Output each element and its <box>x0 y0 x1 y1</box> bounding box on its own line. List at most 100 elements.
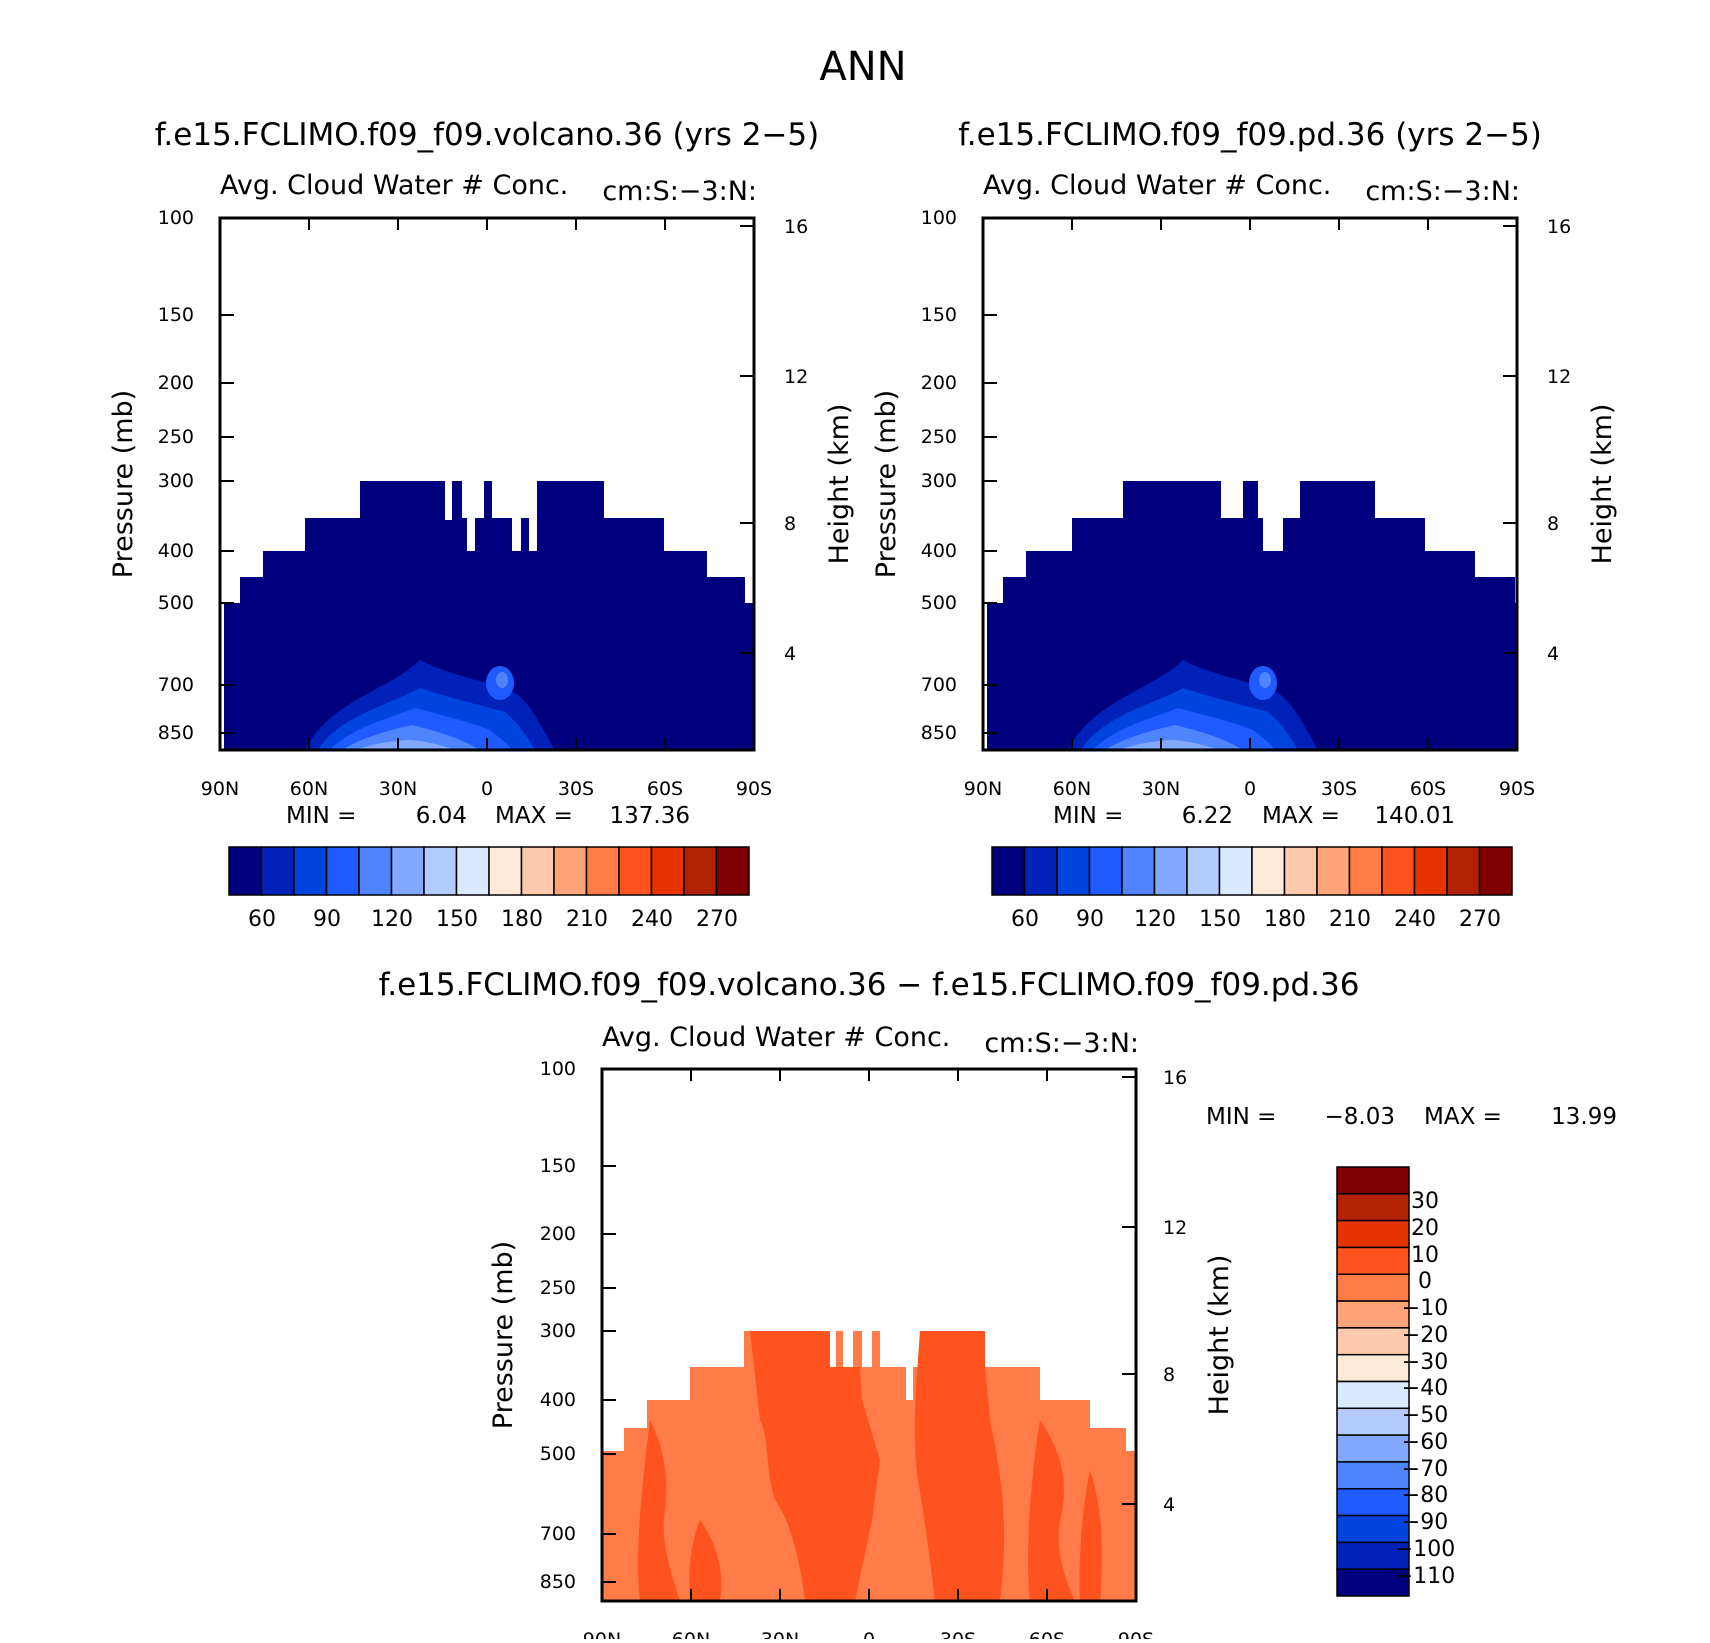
y-tick-label: 300 <box>540 1320 576 1342</box>
left-axis-labels: 100 150 200 250 300 400 500 700 850 <box>921 207 957 744</box>
height-tick-label: 4 <box>1547 643 1559 665</box>
cloud-level-180 <box>1105 725 1243 750</box>
y-tick-label: 300 <box>921 470 957 492</box>
colorbar-label: 150 <box>436 907 478 932</box>
colorbar-swatch <box>1251 846 1286 896</box>
y-tick-label: 100 <box>158 207 194 229</box>
colorbar-swatch <box>585 846 620 896</box>
colorbar-swatch <box>1336 1407 1410 1436</box>
panel-subtitle-left: Avg. Cloud Water # Conc. <box>220 170 568 201</box>
colorbar-label: 10 <box>1411 1243 1439 1268</box>
colorbar-swatch <box>1336 1514 1410 1544</box>
difference-band-10 <box>689 1520 722 1601</box>
colorbar-swatch <box>1336 1219 1410 1249</box>
colorbar-swatch <box>1336 1568 1410 1597</box>
colorbar-swatch <box>293 846 328 896</box>
panel-pd: f.e15.FCLIMO.f09_f09.pd.36 (yrs 2−5) Avg… <box>871 117 1618 932</box>
colorbar-label: 60 <box>1011 907 1039 932</box>
min-label: MIN = <box>1206 1104 1276 1130</box>
colorbar-swatch <box>553 846 588 896</box>
colorbar-swatch <box>1336 1193 1410 1222</box>
min-max-readout: MIN = −8.03 MAX = 13.99 <box>1206 1104 1617 1130</box>
colorbar-label: 210 <box>1329 907 1371 932</box>
colorbar-swatch <box>650 846 685 896</box>
max-label: MAX = <box>1262 803 1340 829</box>
y-axis-right-title: Height (km) <box>824 404 855 565</box>
colorbar-label: −90 <box>1402 1510 1448 1535</box>
cloud-level-210 <box>355 740 455 750</box>
colorbar-swatch <box>1413 846 1448 896</box>
colorbar-label: 270 <box>696 907 738 932</box>
colorbar-label: 120 <box>371 907 413 932</box>
x-tick-label: 30S <box>1321 778 1357 800</box>
colorbar-swatch <box>1186 846 1221 896</box>
colorbar-label: 240 <box>1394 907 1436 932</box>
colorbar-label: −50 <box>1402 1403 1448 1428</box>
y-tick-label: 500 <box>921 592 957 614</box>
colorbar-label: −70 <box>1402 1457 1448 1482</box>
plot-area <box>224 481 754 750</box>
panel-subtitle-right: cm:S:−3:N: <box>1365 176 1520 207</box>
min-value: 6.04 <box>416 803 467 829</box>
y-tick-label: 200 <box>921 372 957 394</box>
colorbar-swatch <box>1056 846 1091 896</box>
colorbar-swatch <box>1336 1300 1410 1329</box>
panel-subtitle-right: cm:S:−3:N: <box>984 1028 1139 1059</box>
colorbar-label: −40 <box>1402 1376 1448 1401</box>
min-label: MIN = <box>1053 803 1123 829</box>
height-tick-label: 8 <box>1163 1364 1175 1386</box>
colorbar-label: 180 <box>1264 907 1306 932</box>
colorbar-swatch <box>455 846 490 896</box>
y-tick-label: 700 <box>158 674 194 696</box>
colorbar-label: −30 <box>1402 1350 1448 1375</box>
colorbar-swatch <box>1153 846 1188 896</box>
right-axis-labels: 16 12 8 4 <box>1163 1067 1187 1516</box>
y-tick-label: 150 <box>540 1155 576 1177</box>
colorbar-label: −80 <box>1402 1483 1448 1508</box>
y-tick-label: 100 <box>921 207 957 229</box>
x-tick-label: 30S <box>940 1629 976 1639</box>
panel-title: f.e15.FCLIMO.f09_f09.volcano.36 − f.e15.… <box>379 967 1360 1003</box>
colorbar-swatch <box>1478 846 1513 896</box>
colorbar-label: 240 <box>631 907 673 932</box>
colorbar-labels: 30 20 10 0 −10 −20 −30 −40 −50 −60 −70 −… <box>1395 1189 1455 1589</box>
colorbar-swatch <box>1381 846 1416 896</box>
max-value: 137.36 <box>610 803 690 829</box>
colorbar-swatch <box>228 846 263 896</box>
x-axis-labels: 90N 60N 30N 0 30S 60S 90S <box>964 778 1535 800</box>
panel-subtitle-right: cm:S:−3:N: <box>602 176 757 207</box>
right-axis-labels: 16 12 8 4 <box>784 216 808 665</box>
difference-band-10 <box>914 1331 1005 1601</box>
min-value: −8.03 <box>1325 1104 1395 1130</box>
y-tick-label: 850 <box>921 722 957 744</box>
colorbar-label: 150 <box>1199 907 1241 932</box>
max-label: MAX = <box>495 803 573 829</box>
height-tick-label: 8 <box>784 513 796 535</box>
y-axis-title: Pressure (mb) <box>108 390 139 578</box>
difference-band-10 <box>1028 1420 1075 1601</box>
colorbar-swatch <box>683 846 718 896</box>
max-value: 13.99 <box>1551 1104 1617 1130</box>
y-tick-label: 200 <box>158 372 194 394</box>
colorbar-swatch <box>1336 1380 1410 1410</box>
colorbar-swatch <box>1336 1488 1410 1517</box>
panel-volcano: f.e15.FCLIMO.f09_f09.volcano.36 (yrs 2−5… <box>108 117 855 932</box>
x-tick-label: 90N <box>964 778 1002 800</box>
right-axis-labels: 16 12 8 4 <box>1547 216 1571 665</box>
colorbar-label: −110 <box>1395 1564 1455 1589</box>
x-tick-label: 90S <box>736 778 772 800</box>
height-tick-label: 16 <box>784 216 808 238</box>
x-tick-label: 60N <box>290 778 328 800</box>
x-axis-labels: 90N 60N 30N 0 30S 60S 90S <box>201 778 772 800</box>
min-max-readout: MIN = 6.22 MAX = 140.01 <box>1053 803 1455 829</box>
colorbar-label: 210 <box>566 907 608 932</box>
tick-marks <box>219 217 755 750</box>
colorbar-swatch <box>1336 1166 1410 1195</box>
colorbar-swatch <box>1446 846 1481 896</box>
y-tick-label: 300 <box>158 470 194 492</box>
x-tick-label: 0 <box>1244 778 1256 800</box>
colorbar-swatch <box>1336 1541 1410 1570</box>
colorbar-swatch <box>488 846 523 896</box>
colorbar <box>228 846 750 896</box>
panel-difference: f.e15.FCLIMO.f09_f09.volcano.36 − f.e15.… <box>379 967 1617 1643</box>
